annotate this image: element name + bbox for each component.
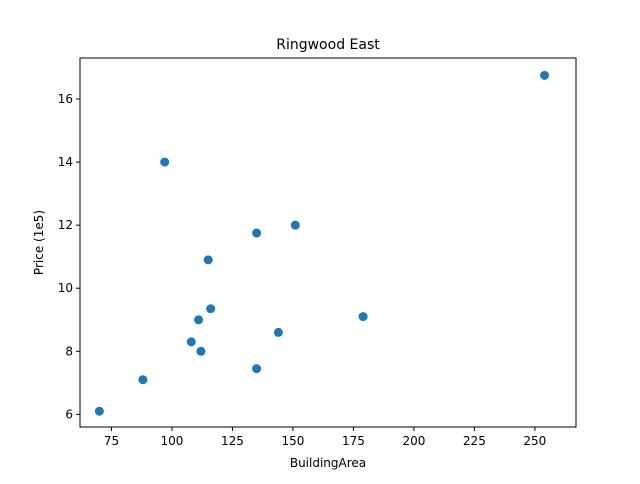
- x-tick-label: 125: [221, 434, 244, 448]
- data-point: [194, 315, 204, 325]
- data-point: [206, 304, 216, 314]
- x-tick-label: 100: [160, 434, 183, 448]
- axes-frame: [79, 57, 577, 428]
- x-axis-label: BuildingArea: [290, 456, 366, 470]
- y-axis-ticks: 6 8 10 12 14 16: [58, 92, 80, 421]
- data-point: [186, 337, 196, 347]
- data-point: [252, 228, 262, 238]
- y-tick-label: 14: [58, 155, 73, 169]
- y-tick-label: 8: [65, 344, 73, 358]
- x-tick-label: 200: [402, 434, 425, 448]
- y-tick-label: 12: [58, 218, 73, 232]
- data-points: [94, 70, 550, 416]
- data-point: [290, 220, 300, 230]
- x-axis-ticks: 75 100 125 150 175 200 225 250: [104, 427, 546, 448]
- data-point: [252, 364, 262, 374]
- y-tick-label: 6: [65, 407, 73, 421]
- data-point: [160, 157, 170, 167]
- x-tick-label: 250: [523, 434, 546, 448]
- y-axis-label: Price (1e5): [32, 210, 46, 275]
- data-point: [138, 375, 148, 385]
- y-tick-label: 16: [58, 92, 73, 106]
- chart-title: Ringwood East: [276, 37, 380, 53]
- data-point: [358, 312, 368, 322]
- data-point: [94, 406, 104, 416]
- data-point: [203, 255, 213, 265]
- data-point: [196, 346, 206, 356]
- y-tick-label: 10: [58, 281, 73, 295]
- x-tick-label: 150: [281, 434, 304, 448]
- x-tick-label: 175: [342, 434, 365, 448]
- x-tick-label: 225: [463, 434, 486, 448]
- x-tick-label: 75: [104, 434, 119, 448]
- data-point: [540, 70, 550, 80]
- data-point: [273, 327, 283, 337]
